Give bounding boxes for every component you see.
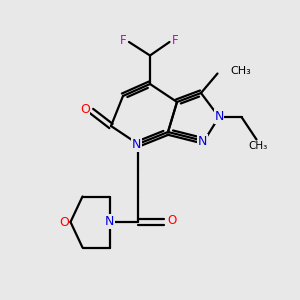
Text: CH₃: CH₃ xyxy=(248,141,268,151)
Text: O: O xyxy=(80,103,90,116)
Text: CH₃: CH₃ xyxy=(230,65,251,76)
Text: O: O xyxy=(59,215,69,229)
Text: F: F xyxy=(172,34,179,47)
Text: O: O xyxy=(167,214,176,227)
Text: N: N xyxy=(105,215,114,228)
Text: F: F xyxy=(120,34,126,47)
Text: N: N xyxy=(132,138,141,151)
Text: N: N xyxy=(214,110,224,123)
Text: N: N xyxy=(198,135,207,148)
